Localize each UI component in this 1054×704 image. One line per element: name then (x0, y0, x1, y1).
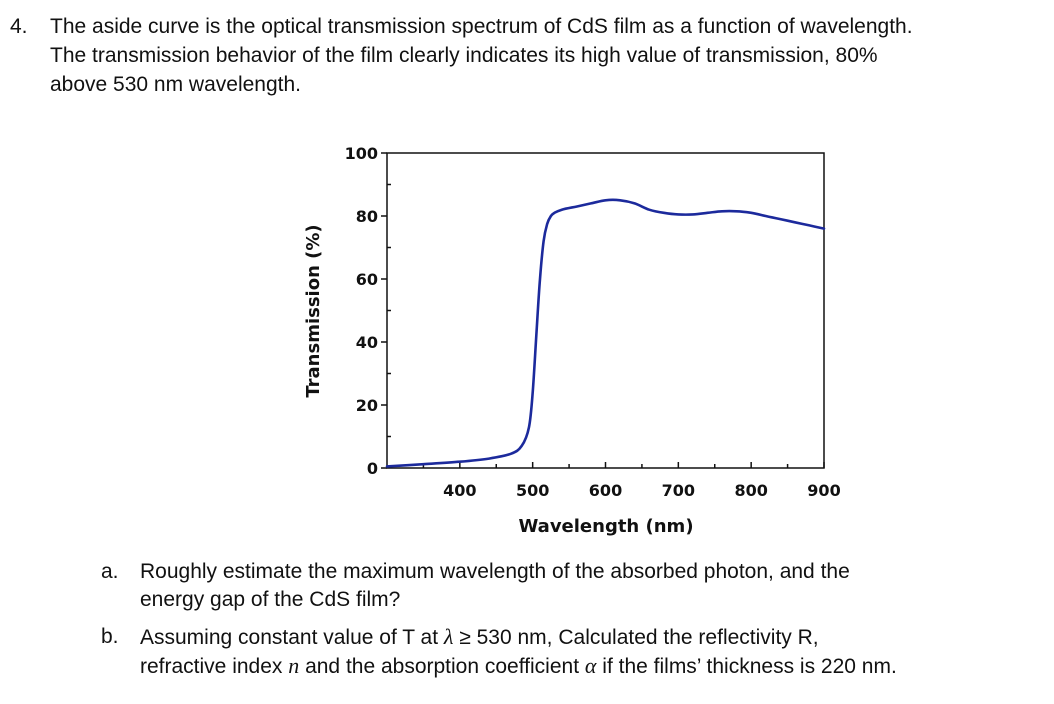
axis-tick-labels: 0 20 40 60 80 100 400 500 600 700 800 900 (345, 144, 841, 500)
question-line-1: The aside curve is the optical transmiss… (50, 15, 913, 38)
y-axis-label: Transmission (%) (303, 224, 324, 397)
axis-ticks (381, 152, 825, 469)
question-number: 4. (10, 15, 28, 38)
part-a-line-1: Roughly estimate the maximum wavelength … (140, 560, 850, 583)
part-a-text: Roughly estimate the maximum wavelength … (140, 558, 850, 614)
x-tick-label: 600 (589, 481, 622, 500)
part-a-letter: a. (101, 560, 119, 583)
part-b-letter: b. (101, 625, 119, 648)
y-tick-label: 0 (367, 459, 378, 478)
question-line-2: The transmission behavior of the film cl… (50, 44, 878, 67)
y-tick-label: 100 (345, 144, 378, 163)
x-tick-label: 700 (662, 481, 695, 500)
x-tick-label: 800 (734, 481, 767, 500)
x-tick-label: 400 (443, 481, 476, 500)
y-tick-label: 20 (356, 396, 378, 415)
part-b-line-2-middle: and the absorption coefficient (299, 655, 585, 678)
part-b-line-1-before: Assuming constant value of T at (140, 626, 444, 649)
alpha-symbol: α (584, 653, 597, 678)
lambda-symbol: λ (443, 624, 454, 649)
n-symbol: n (288, 653, 300, 678)
x-axis-label: Wavelength (nm) (518, 516, 693, 537)
transmission-curve (385, 198, 826, 468)
part-b-line-1-after: ≥ 530 nm, Calculated the reflectivity R, (453, 626, 819, 649)
y-tick-label: 80 (356, 207, 378, 226)
question-line-3: above 530 nm wavelength. (50, 73, 302, 96)
part-b-line-2: refractive index n and the absorption co… (140, 652, 897, 681)
x-tick-label: 900 (807, 481, 840, 500)
y-tick-label: 60 (356, 270, 378, 289)
part-a-line-2: energy gap of the CdS film? (140, 588, 401, 611)
x-tick-label: 500 (516, 481, 549, 500)
part-b-line-2-after: if the films’ thickness is 220 nm. (596, 655, 897, 678)
question-text: The aside curve is the optical transmiss… (50, 12, 1040, 99)
part-b-line-1: Assuming constant value of T at λ ≥ 530 … (140, 623, 897, 652)
part-b-line-2-before: refractive index (140, 655, 289, 678)
part-b-text: Assuming constant value of T at λ ≥ 530 … (140, 623, 897, 681)
y-tick-label: 40 (356, 333, 378, 352)
